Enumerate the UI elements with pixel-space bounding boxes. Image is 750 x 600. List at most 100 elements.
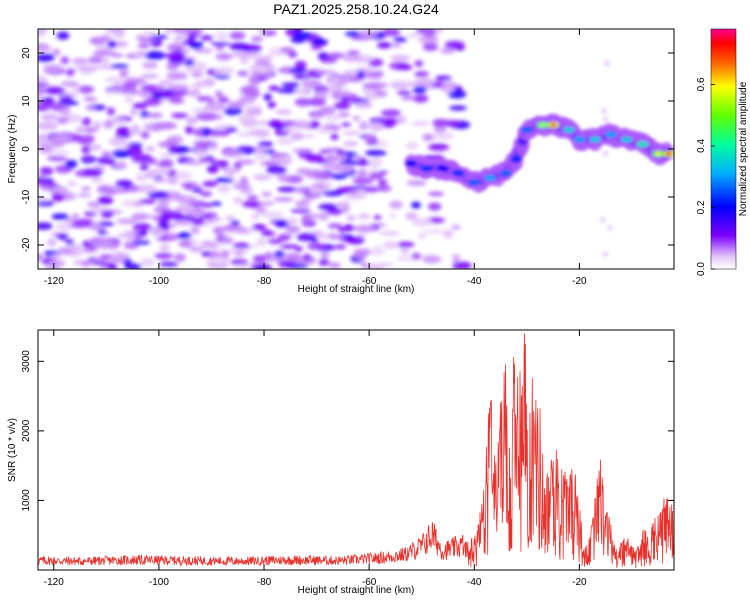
spectrogram-noise-cell — [38, 138, 50, 144]
spectrogram-noise-cell — [168, 145, 180, 155]
spectrogram-noise-cell — [217, 36, 228, 41]
spectrogram-noise-cell — [604, 61, 609, 66]
spectrogram-noise-cell — [241, 200, 260, 208]
spectrogram-noise-cell — [210, 201, 222, 206]
spectrogram-noise-cell — [48, 259, 66, 267]
signal-track-peak — [573, 136, 586, 143]
spectrogram-noise-cell — [382, 29, 401, 37]
spectrogram-noise-cell — [389, 200, 403, 210]
signal-track-peak-core — [655, 152, 662, 156]
spectrogram-noise-cell — [331, 91, 345, 101]
spectrogram-noise-cell — [412, 85, 427, 94]
x-tick-label: -60 — [362, 577, 377, 588]
spectrogram-noise-cell — [168, 84, 190, 92]
signal-track-peak — [499, 169, 512, 177]
spectrogram-noise-cell — [351, 156, 361, 161]
spectrogram-noise-cell — [267, 101, 277, 109]
spectrogram-noise-cell — [38, 133, 50, 139]
spectrogram-noise-cell — [310, 97, 320, 105]
spectrogram-noise-cell — [295, 87, 309, 96]
spectrogram-noise-cell — [98, 35, 109, 44]
spectrogram-noise-cell — [358, 121, 369, 131]
spectrogram-noise-cell — [116, 252, 128, 261]
spectrogram-noise-cell — [105, 89, 123, 95]
x-tick-label: -100 — [149, 276, 169, 287]
signal-track-peak — [604, 131, 617, 138]
spectrogram-noise-cell — [294, 60, 307, 70]
x-tick-label: -40 — [467, 577, 482, 588]
x-tick-label: -40 — [467, 276, 482, 287]
spectrogram-noise-cell — [236, 131, 253, 137]
spectrogram-noise-cell — [199, 191, 213, 197]
spectrogram-noise-cell — [243, 105, 263, 110]
spectrogram-noise-cell — [342, 130, 362, 136]
spectrogram-noise-cell — [199, 35, 214, 41]
spectrogram-noise-cell — [45, 178, 54, 184]
spectrogram-noise-cell — [603, 252, 608, 257]
spectrogram-noise-cell — [79, 65, 100, 72]
signal-track-peak — [636, 141, 649, 148]
signal-track-peak — [420, 165, 433, 172]
spectrogram-noise-cell — [111, 149, 131, 158]
spectrogram-noise-cell — [376, 262, 395, 267]
spectrogram-noise-cell — [142, 61, 158, 70]
spectrogram-noise-cell — [329, 173, 348, 180]
spectrogram-noise-cell — [88, 225, 106, 231]
spectrogram-noise-cell — [145, 146, 155, 152]
spectrogram-noise-cell — [185, 125, 194, 135]
spectrogram-noise-cell — [131, 124, 140, 131]
spectrogram-noise-cell — [38, 86, 46, 95]
spectrogram-noise-cell — [143, 97, 162, 106]
spectrogram-noise-cell — [255, 145, 265, 154]
spectrogram-noise-cell — [124, 94, 135, 103]
spectrogram-noise-cell — [173, 253, 186, 262]
spectrogram-noise-cell — [233, 184, 252, 189]
spectrogram-noise-cell — [44, 87, 66, 95]
spectrogram-noise-cell — [107, 40, 117, 49]
spectrogram-noise-cell — [159, 261, 179, 267]
spectrogram-noise-cell — [252, 254, 269, 263]
spectrogram-noise-cell — [235, 159, 256, 165]
spectrogram-noise-cell — [343, 140, 359, 147]
spectrogram-noise-cell — [296, 167, 312, 175]
spectrogram-noise-cell — [318, 232, 331, 241]
spectrogram-noise-cell — [233, 264, 254, 269]
spectrogram-noise-cell — [187, 33, 199, 39]
spectrogram-noise-cell — [396, 64, 413, 71]
spectrogram-noise-cell — [314, 90, 329, 99]
spectrogram-noise-cell — [354, 251, 368, 260]
spectrogram-noise-cell — [343, 54, 362, 62]
spectrogram-noise-cell — [316, 128, 332, 134]
spectrogram-noise-cell — [607, 225, 612, 230]
spectrogram-noise-cell — [38, 43, 50, 49]
spectrogram-noise-cell — [123, 202, 133, 207]
snr-frame — [37, 329, 675, 571]
spectrogram-noise-cell — [207, 143, 219, 151]
spectrogram-noise-cell — [427, 202, 442, 211]
spectrogram-noise-cell — [56, 31, 70, 40]
spectrogram-noise-cell — [265, 257, 288, 262]
spectrogram-noise-cell — [265, 165, 287, 175]
colorbar-tick-label: 0.2 — [696, 200, 707, 214]
spectrogram-noise-cell — [422, 255, 442, 264]
spectrogram-noise-cell — [279, 46, 295, 53]
spectrogram-noise-cell — [185, 116, 198, 125]
spectrogram-noise-cell — [220, 249, 230, 259]
spectrogram-noise-cell — [149, 34, 169, 40]
spectrogram-noise-cell — [215, 44, 225, 51]
x-tick-label: -20 — [572, 276, 587, 287]
spectrogram-noise-cell — [273, 197, 294, 202]
spectrogram-noise-cell — [190, 226, 200, 235]
spectrogram-noise-cell — [83, 96, 98, 102]
spectrogram-noise-cell — [157, 198, 170, 206]
spectrogram-noise-cell — [149, 90, 170, 96]
spectrogram-noise-cell — [116, 232, 136, 239]
spectrogram-noise-cell — [215, 177, 235, 184]
spectrogram-noise-cell — [200, 240, 217, 248]
spectrogram-noise-cell — [250, 35, 264, 43]
spectrogram-noise-cell — [51, 213, 69, 220]
y-tick-label: 3000 — [21, 350, 32, 373]
spectrogram-noise-cell — [59, 109, 71, 117]
snr-x-label: Height of straight line (km) — [298, 585, 415, 596]
spectrogram-noise-cell — [83, 155, 94, 161]
